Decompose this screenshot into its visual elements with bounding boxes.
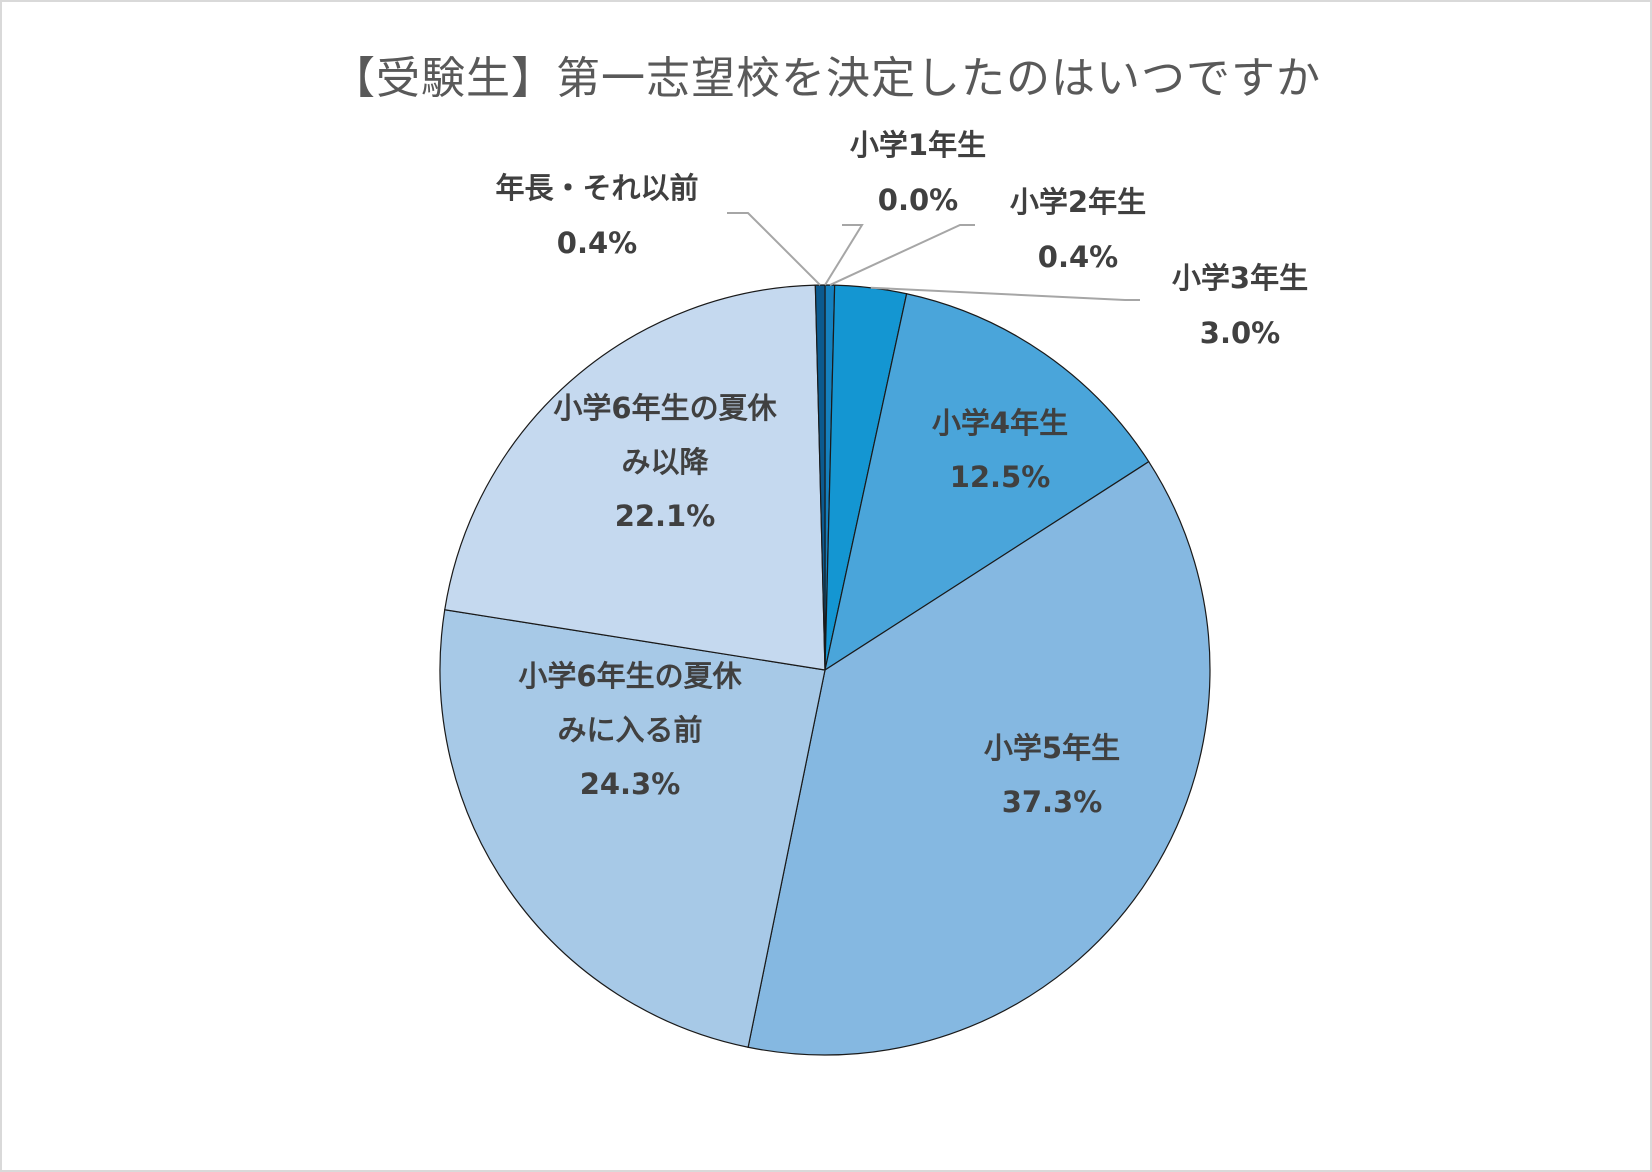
data-label-value: 3.0% — [1200, 316, 1280, 350]
data-label-category: 小学4年生 — [932, 406, 1068, 440]
data-label-category: 小学1年生 — [850, 128, 986, 162]
data-label-category: 小学6年生の夏休 — [553, 391, 777, 425]
data-label-value: 0.4% — [1038, 240, 1118, 274]
data-label-value: 0.4% — [557, 226, 637, 260]
pie-slice-8 — [814, 284, 826, 671]
data-label-value: 24.3% — [580, 767, 681, 801]
leader-line-2 — [829, 224, 975, 286]
data-label-value: 0.0% — [878, 183, 958, 217]
data-label-2: 小学2年生 0.4% — [1010, 185, 1146, 274]
data-label-value: 22.1% — [615, 499, 716, 533]
leader-line-3 — [870, 286, 1140, 301]
pie-slice-7 — [444, 284, 826, 671]
data-label-category: 小学5年生 — [984, 731, 1120, 765]
data-label-3: 小学3年生 3.0% — [1172, 261, 1308, 350]
chart-title: 【受験生】第一志望校を決定したのはいつですか — [331, 53, 1321, 104]
data-label-value: 12.5% — [950, 460, 1051, 494]
leader-line-1 — [824, 224, 864, 286]
pie-slice-6 — [439, 609, 826, 1048]
data-label-category: 年長・それ以前 — [495, 171, 698, 205]
data-label-category: み以降 — [621, 445, 709, 479]
data-label-value: 37.3% — [1002, 785, 1103, 819]
data-label-category: 小学2年生 — [1010, 185, 1146, 219]
data-label-8: 年長・それ以前 0.4% — [495, 171, 698, 260]
leader-line-8 — [727, 212, 821, 286]
data-label-category: 小学6年生の夏休 — [518, 659, 742, 693]
pie-slice-4 — [824, 293, 1150, 672]
data-label-1: 小学1年生 0.0% — [850, 128, 986, 217]
data-label-5: 小学5年生 37.3% — [984, 731, 1120, 819]
pie-slice-5 — [747, 460, 1211, 1056]
data-label-category: みに入る前 — [557, 713, 702, 747]
data-label-category: 小学3年生 — [1172, 261, 1308, 295]
data-label-4: 小学4年生 12.5% — [932, 406, 1068, 494]
